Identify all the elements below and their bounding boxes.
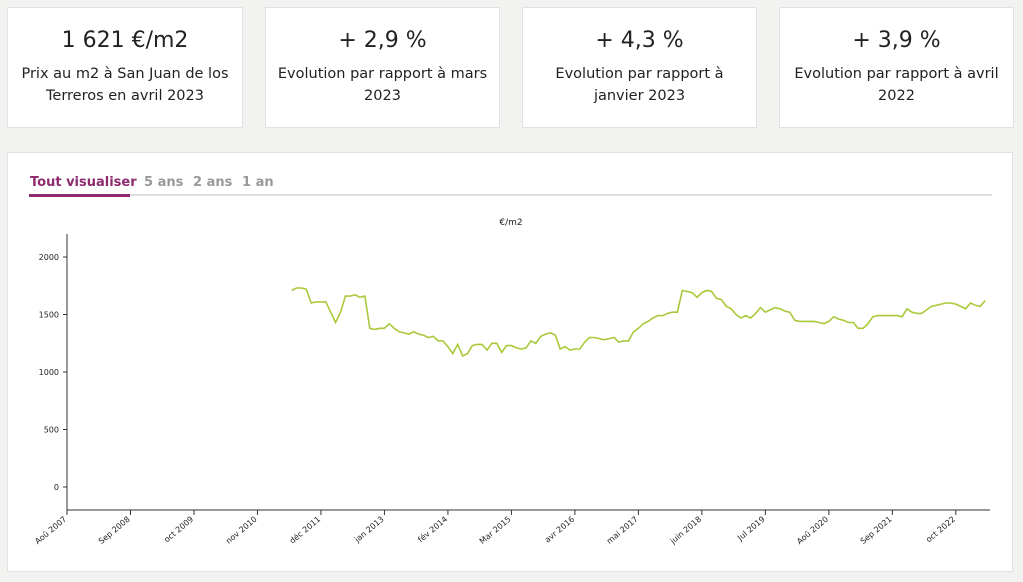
y-tick-label: 0 bbox=[54, 483, 59, 492]
x-tick-label: Aoû 2007 bbox=[33, 515, 68, 546]
chart-panel: Tout visualiser 5 ans 2 ans 1 an bbox=[7, 152, 1013, 572]
stat-label: Prix au m2 à San Juan de los Terreros en… bbox=[21, 66, 229, 104]
stat-card: 1 621 €/m2 Prix au m2 à San Juan de los T… bbox=[7, 7, 243, 128]
x-tick-label: Mar 2015 bbox=[478, 515, 513, 546]
x-tick-label: oct 2009 bbox=[162, 515, 195, 545]
x-tick-label: fév 2014 bbox=[416, 514, 450, 544]
stat-label: Evolution par rapport à avril 2022 bbox=[794, 66, 999, 104]
x-tick-label: Sep 2021 bbox=[859, 515, 894, 546]
x-tick-label: jan 2013 bbox=[352, 515, 385, 545]
tab[interactable]: 1 an bbox=[242, 175, 274, 190]
y-tick-label: 1000 bbox=[39, 368, 59, 377]
stat-card: + 2,9 % Evolution par rapport à mars 2023 bbox=[265, 7, 500, 128]
x-tick-label: Aoû 2020 bbox=[795, 515, 830, 546]
x-tick-label: avr 2016 bbox=[543, 515, 576, 545]
tab[interactable]: 2 ans bbox=[193, 175, 233, 190]
stat-value: + 2,9 % bbox=[338, 28, 427, 53]
x-tick-label: oct 2022 bbox=[924, 515, 957, 545]
x-tick-label: juin 2018 bbox=[668, 515, 703, 547]
stat-card: + 4,3 % Evolution par rapport à janvier 2… bbox=[522, 7, 757, 128]
x-tick-label: mai 2017 bbox=[605, 515, 640, 546]
y-tick-label: 500 bbox=[44, 426, 59, 435]
stat-card: + 3,9 % Evolution par rapport à avril 202… bbox=[779, 7, 1014, 128]
x-tick-label: Sep 2008 bbox=[97, 515, 132, 546]
x-tick-label: Jul 2019 bbox=[735, 515, 766, 543]
tab[interactable]: 5 ans bbox=[144, 175, 184, 190]
y-tick-label: 2000 bbox=[39, 253, 59, 262]
stat-value: 1 621 €/m2 bbox=[61, 28, 189, 53]
stat-value: + 3,9 % bbox=[852, 28, 941, 53]
x-tick-label: déc 2011 bbox=[287, 514, 322, 546]
tab[interactable]: Tout visualiser bbox=[30, 175, 137, 190]
y-tick-label: 1500 bbox=[39, 311, 59, 320]
x-tick-label: nov 2010 bbox=[224, 515, 259, 546]
y-unit: €/m2 bbox=[499, 218, 522, 228]
tab-rail bbox=[29, 194, 992, 196]
tab-underline bbox=[29, 194, 130, 197]
stat-label: Evolution par rapport à janvier 2023 bbox=[555, 66, 724, 104]
stat-label: Evolution par rapport à mars 2023 bbox=[277, 66, 488, 104]
stat-value: + 4,3 % bbox=[595, 28, 684, 53]
price-line bbox=[291, 287, 986, 357]
